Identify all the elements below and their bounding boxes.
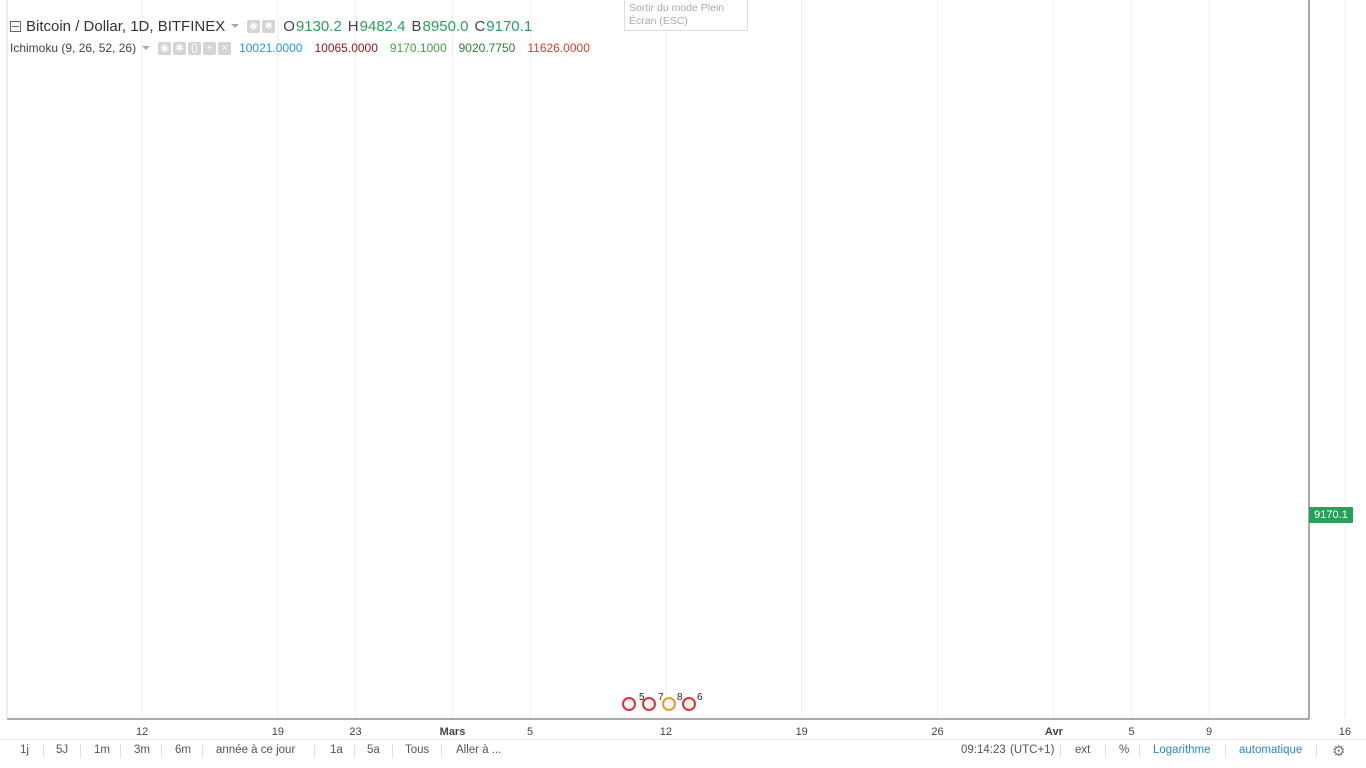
divider [1139, 744, 1140, 758]
exit-fullscreen-tooltip: Sortir du mode Plein Écran (ESC) [624, 0, 748, 31]
flag-icon[interactable] [682, 697, 696, 711]
x-tick-label: 5 [1128, 726, 1134, 738]
braces-icon[interactable]: {} [188, 41, 202, 55]
x-tick-label: 19 [272, 726, 284, 738]
event-count: 5 [639, 692, 645, 703]
symbol-header: Bitcoin / Dollar, 1D, BITFINEX ◉ ✱ O 9130… [10, 16, 532, 36]
plus-icon[interactable]: + [203, 41, 217, 55]
span-a-value: 9020.7750 [458, 41, 516, 55]
auto-scale-toggle[interactable]: automatique [1239, 744, 1303, 756]
low-value: 8950.0 [422, 17, 469, 35]
divider [392, 744, 393, 758]
range-1y[interactable]: 1a [330, 744, 343, 756]
divider [202, 744, 203, 758]
ext-toggle[interactable]: ext [1075, 744, 1091, 756]
divider [43, 744, 44, 758]
timezone[interactable]: (UTC+1) [1010, 744, 1055, 756]
event-count: 8 [677, 692, 683, 703]
symbol-title[interactable]: Bitcoin / Dollar, 1D, BITFINEX [26, 17, 226, 35]
divider [314, 744, 315, 758]
gear-icon[interactable]: ✱ [173, 41, 187, 55]
x-tick-label: 12 [136, 726, 148, 738]
low-label: B [411, 17, 422, 35]
gear-icon[interactable]: ✱ [262, 19, 276, 33]
range-5d[interactable]: 5J [56, 744, 69, 756]
high-label: H [347, 17, 359, 35]
kijun-value: 10065.0000 [314, 41, 378, 55]
divider [1225, 744, 1226, 758]
range-5y[interactable]: 5a [367, 744, 380, 756]
divider [441, 744, 442, 758]
goto-date-button[interactable]: Aller à ... [456, 744, 502, 756]
eye-icon[interactable]: ◉ [247, 19, 261, 33]
range-3m[interactable]: 3m [134, 744, 150, 756]
divider [161, 744, 162, 758]
x-tick-label: 19 [796, 726, 808, 738]
tooltip-line-1: Sortir du mode Plein [629, 2, 725, 14]
open-value: 9130.2 [295, 17, 342, 35]
divider [1316, 744, 1317, 758]
x-tick-label: Avr [1045, 726, 1064, 738]
percent-toggle[interactable]: % [1119, 744, 1130, 756]
range-all[interactable]: Tous [405, 744, 430, 756]
tooltip-line-2: Écran (ESC) [629, 15, 688, 27]
divider [1060, 744, 1061, 758]
open-label: O [283, 17, 295, 35]
high-value: 9482.4 [359, 17, 406, 35]
collapse-icon[interactable] [10, 20, 21, 32]
x-tick-label: 26 [931, 726, 943, 738]
log-scale-toggle[interactable]: Logarithme [1153, 744, 1211, 756]
x-tick-label: 5 [527, 726, 533, 738]
chikou-value: 9170.1000 [389, 41, 447, 55]
bottom-toolbar: 1j 5J 1m 3m 6m année à ce jour 1a 5a Tou… [0, 739, 1366, 762]
x-tick-label: 16 [1339, 726, 1351, 738]
close-label: C [474, 17, 486, 35]
divider [1105, 744, 1106, 758]
close-value: 9170.1 [486, 17, 533, 35]
chevron-down-icon[interactable] [231, 24, 240, 28]
span-b-value: 11626.0000 [527, 41, 590, 55]
range-1m[interactable]: 1m [94, 744, 110, 756]
x-tick-label: 9 [1206, 726, 1212, 738]
plot-area [7, 0, 1309, 719]
flag-icon[interactable] [622, 697, 636, 711]
divider [120, 744, 121, 758]
x-tick-label: 23 [349, 726, 361, 738]
gear-icon[interactable]: ⚙ [1332, 743, 1346, 760]
x-tick-label: Mars [440, 726, 466, 738]
range-ytd[interactable]: année à ce jour [216, 744, 296, 756]
event-count: 7 [658, 692, 664, 703]
range-1d[interactable]: 1j [20, 744, 29, 756]
last-price-tag: 9170.1 [1309, 507, 1353, 523]
flag-icon[interactable] [642, 697, 656, 711]
close-icon[interactable]: × [218, 41, 232, 55]
chevron-down-icon[interactable] [142, 46, 151, 50]
x-tick-label: 12 [660, 726, 672, 738]
eye-icon[interactable]: ◉ [158, 41, 172, 55]
divider [354, 744, 355, 758]
divider [80, 744, 81, 758]
indicator-name[interactable]: Ichimoku (9, 26, 52, 26) [10, 41, 137, 55]
tenkan-value: 10021.0000 [239, 41, 303, 55]
event-count: 6 [697, 692, 703, 703]
flag-icon[interactable] [662, 697, 676, 711]
clock-time: 09:14:23 [961, 744, 1006, 756]
indicator-legend: Ichimoku (9, 26, 52, 26) ◉ ✱ {} + × 1002… [10, 40, 590, 56]
range-6m[interactable]: 6m [175, 744, 191, 756]
price-chart[interactable]: 16400.015600.014800.014000.013200.012700… [0, 0, 1366, 740]
